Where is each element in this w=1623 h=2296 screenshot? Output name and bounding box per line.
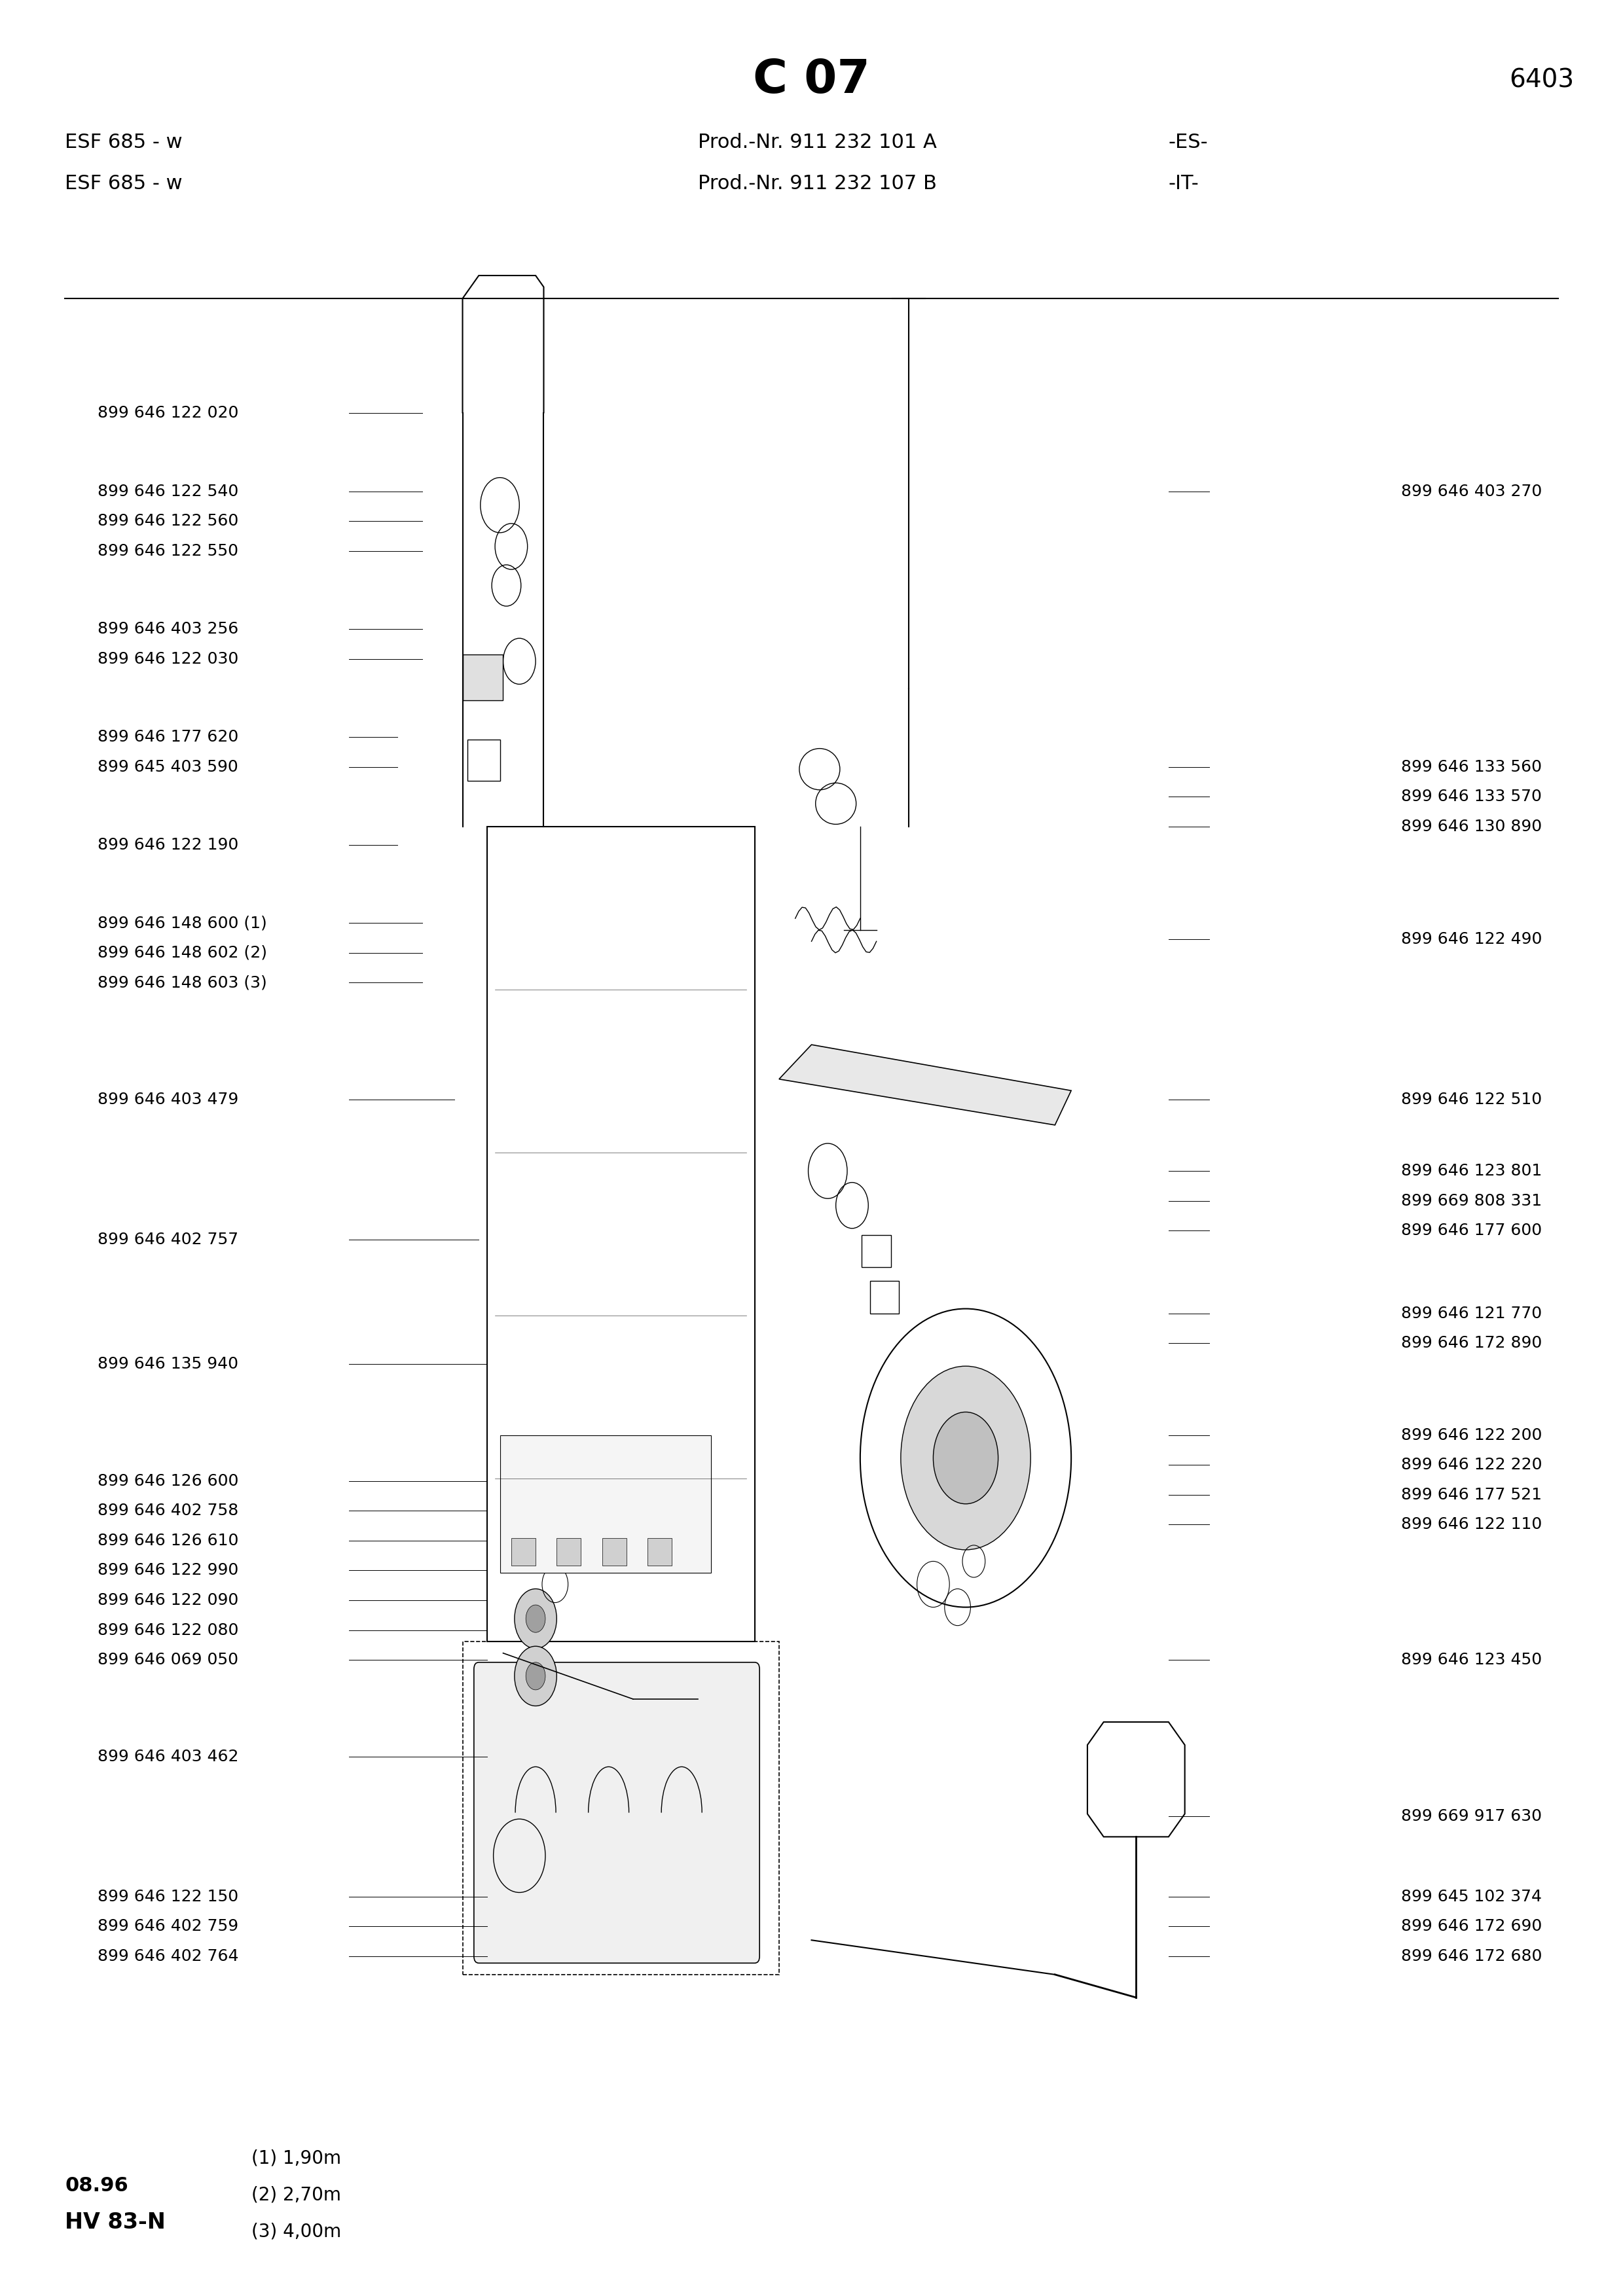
Text: 899 646 122 220: 899 646 122 220 [1401,1458,1542,1472]
Text: ESF 685 - w: ESF 685 - w [65,174,182,193]
Bar [463,1642,779,1975]
Text: 899 646 122 090: 899 646 122 090 [97,1593,239,1607]
Text: (1) 1,90m: (1) 1,90m [252,2149,341,2167]
Text: 899 646 122 490: 899 646 122 490 [1401,932,1542,946]
Text: 6403: 6403 [1509,69,1574,92]
Text: 899 646 122 190: 899 646 122 190 [97,838,239,852]
Text: 899 646 122 540: 899 646 122 540 [97,484,239,498]
Text: 899 646 403 256: 899 646 403 256 [97,622,239,636]
Circle shape [526,1605,545,1632]
Bar [648,1538,672,1566]
Text: 899 646 402 764: 899 646 402 764 [97,1949,239,1963]
Text: 899 646 133 570: 899 646 133 570 [1401,790,1542,804]
Text: 899 646 148 600 (1): 899 646 148 600 (1) [97,916,266,930]
Text: 899 646 122 080: 899 646 122 080 [97,1623,239,1637]
Text: 899 646 177 620: 899 646 177 620 [97,730,239,744]
Text: -ES-: -ES- [1169,133,1208,152]
Text: 899 669 917 630: 899 669 917 630 [1401,1809,1542,1823]
Text: 899 646 177 600: 899 646 177 600 [1401,1224,1542,1238]
Circle shape [514,1589,557,1649]
Text: 899 646 122 990: 899 646 122 990 [97,1564,239,1577]
Text: 899 646 122 560: 899 646 122 560 [97,514,239,528]
Text: 899 646 122 550: 899 646 122 550 [97,544,239,558]
Circle shape [514,1646,557,1706]
Text: 899 646 177 521: 899 646 177 521 [1401,1488,1542,1502]
Text: HV 83-N: HV 83-N [65,2211,166,2234]
Text: 899 646 122 030: 899 646 122 030 [97,652,239,666]
Text: 899 646 148 602 (2): 899 646 148 602 (2) [97,946,266,960]
Polygon shape [779,1045,1071,1125]
Text: 899 646 133 560: 899 646 133 560 [1401,760,1542,774]
Text: ESF 685 - w: ESF 685 - w [65,133,182,152]
Text: 899 646 403 270: 899 646 403 270 [1401,484,1542,498]
Text: 899 645 403 590: 899 645 403 590 [97,760,239,774]
Text: 899 646 172 690: 899 646 172 690 [1401,1919,1542,1933]
Bar [487,827,755,1642]
Bar [463,654,503,700]
Text: 899 646 122 200: 899 646 122 200 [1401,1428,1542,1442]
Text: Prod.-Nr. 911 232 107 B: Prod.-Nr. 911 232 107 B [698,174,936,193]
Circle shape [526,1662,545,1690]
Text: 899 646 148 603 (3): 899 646 148 603 (3) [97,976,266,990]
Text: 899 646 123 801: 899 646 123 801 [1401,1164,1542,1178]
Text: 899 646 172 890: 899 646 172 890 [1401,1336,1542,1350]
Bar [467,739,500,781]
Text: 899 646 402 759: 899 646 402 759 [97,1919,239,1933]
Text: 899 646 172 680: 899 646 172 680 [1401,1949,1542,1963]
Text: (2) 2,70m: (2) 2,70m [252,2186,341,2204]
Circle shape [901,1366,1031,1550]
Bar [511,1538,536,1566]
Text: 899 646 122 020: 899 646 122 020 [97,406,239,420]
Text: 899 646 122 510: 899 646 122 510 [1401,1093,1542,1107]
Text: 08.96: 08.96 [65,2177,128,2195]
Bar [862,1235,891,1267]
Text: 899 646 402 757: 899 646 402 757 [97,1233,239,1247]
Text: (3) 4,00m: (3) 4,00m [252,2223,341,2241]
Text: 899 646 126 610: 899 646 126 610 [97,1534,239,1548]
Text: 899 646 122 110: 899 646 122 110 [1401,1518,1542,1531]
Text: 899 646 123 450: 899 646 123 450 [1401,1653,1542,1667]
Text: -IT-: -IT- [1169,174,1199,193]
Text: 899 646 403 479: 899 646 403 479 [97,1093,239,1107]
Text: 899 646 130 890: 899 646 130 890 [1401,820,1542,833]
Text: 899 646 126 600: 899 646 126 600 [97,1474,239,1488]
Circle shape [933,1412,998,1504]
Text: 899 645 102 374: 899 645 102 374 [1401,1890,1542,1903]
Text: 899 646 403 462: 899 646 403 462 [97,1750,239,1763]
Bar [500,1435,711,1573]
Bar [557,1538,581,1566]
Text: 899 646 121 770: 899 646 121 770 [1401,1306,1542,1320]
Bar [602,1538,626,1566]
Text: 899 646 402 758: 899 646 402 758 [97,1504,239,1518]
Text: C 07: C 07 [753,57,870,103]
Text: Prod.-Nr. 911 232 101 A: Prod.-Nr. 911 232 101 A [698,133,936,152]
Text: 899 669 808 331: 899 669 808 331 [1401,1194,1542,1208]
Text: 899 646 069 050: 899 646 069 050 [97,1653,239,1667]
Bar [870,1281,899,1313]
Text: 899 646 122 150: 899 646 122 150 [97,1890,239,1903]
FancyBboxPatch shape [474,1662,760,1963]
Text: 899 646 135 940: 899 646 135 940 [97,1357,239,1371]
